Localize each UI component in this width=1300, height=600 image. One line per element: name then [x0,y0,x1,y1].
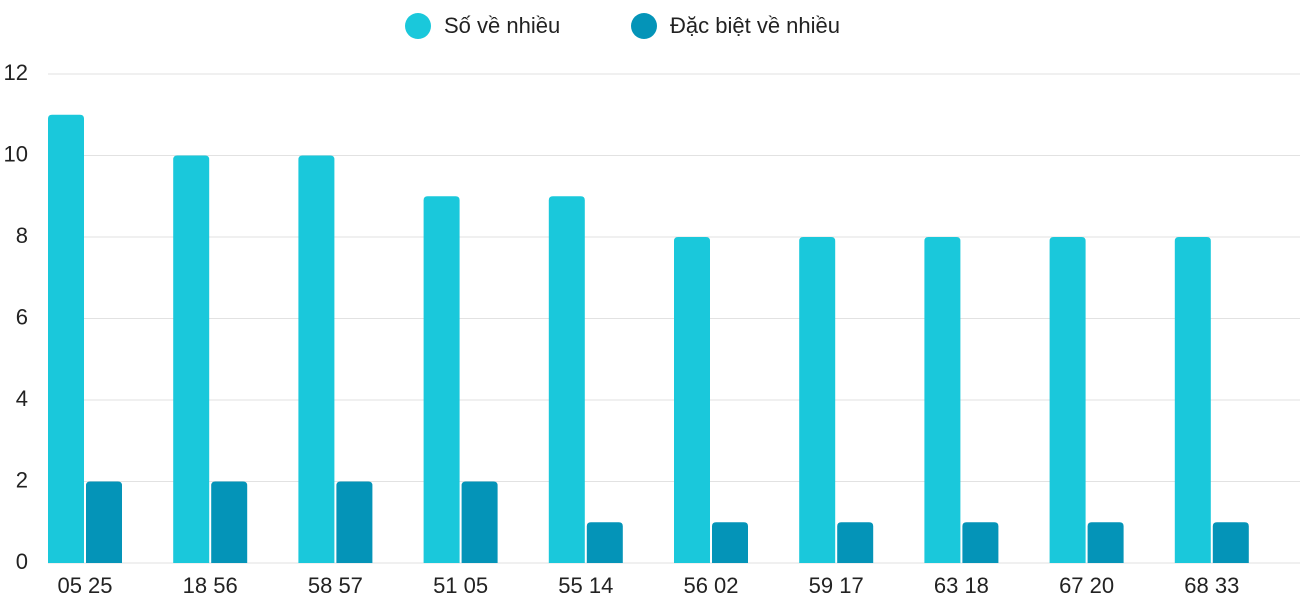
bar [173,155,210,563]
bar [674,237,710,563]
y-tick-label: 10 [4,141,28,166]
bar [336,481,373,563]
bar [962,522,999,563]
y-tick-label: 8 [16,223,28,248]
bar [1174,237,1211,563]
bar [86,481,122,563]
x-tick-label: 56 02 [683,573,738,598]
bar [712,522,748,563]
bar [924,237,961,563]
bar [1212,522,1249,563]
legend-marker [405,13,431,39]
bar [211,481,248,563]
x-tick-label: 05 25 [57,573,112,598]
bar [837,522,874,563]
y-tick-label: 2 [16,467,28,492]
x-tick-label: 67 20 [1059,573,1114,598]
bar [461,481,498,563]
x-tick-label: 63 18 [934,573,989,598]
x-tick-label: 18 56 [183,573,238,598]
bar [548,196,585,563]
x-tick-label: 59 17 [809,573,864,598]
y-tick-label: 4 [16,386,28,411]
bar [1087,522,1124,563]
y-tick-label: 12 [4,60,28,85]
x-tick-label: 51 05 [433,573,488,598]
bar [799,237,836,563]
bar [298,155,335,563]
legend-label: Đặc biệt về nhiều [670,13,840,38]
x-tick-label: 68 33 [1184,573,1239,598]
bar [423,196,460,563]
bar [48,114,84,563]
y-tick-label: 0 [16,549,28,574]
x-tick-label: 55 14 [558,573,613,598]
bar [1049,237,1086,563]
x-tick-label: 58 57 [308,573,363,598]
legend-marker [631,13,657,39]
bar [586,522,623,563]
legend-label: Số về nhiều [444,13,560,38]
y-tick-label: 6 [16,304,28,329]
